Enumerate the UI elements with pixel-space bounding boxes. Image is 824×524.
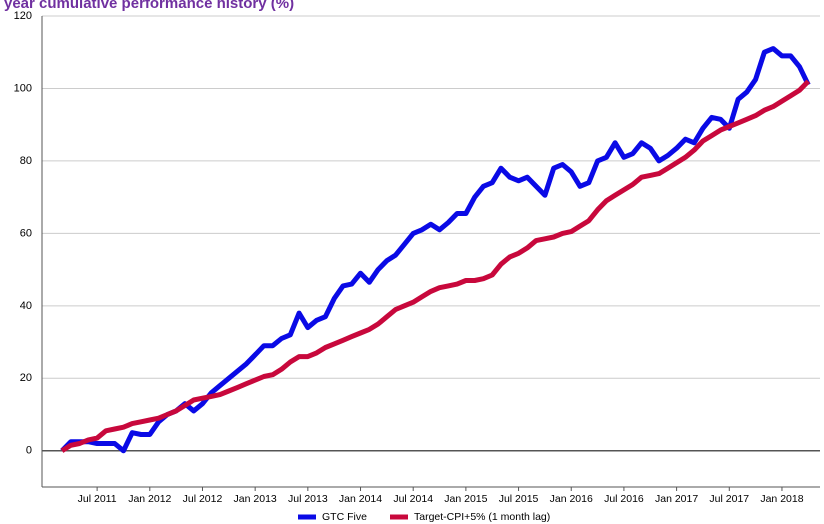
x-tick-label: Jul 2013 (288, 493, 328, 505)
x-tick-label: Jan 2016 (550, 493, 593, 505)
chart-title: year cumulative performance history (%) (4, 0, 294, 12)
y-tick-label: 80 (20, 155, 32, 167)
x-tick-label: Jan 2012 (128, 493, 171, 505)
y-tick-label: 100 (14, 82, 32, 94)
x-tick-label: Jan 2015 (444, 493, 487, 505)
x-tick-label: Jul 2012 (183, 493, 223, 505)
legend-label: GTC Five (322, 511, 367, 523)
y-tick-label: 60 (20, 227, 32, 239)
y-tick-label: 120 (14, 10, 32, 22)
x-tick-label: Jan 2013 (234, 493, 277, 505)
x-tick-label: Jan 2018 (760, 493, 803, 505)
x-tick-label: Jan 2017 (655, 493, 698, 505)
y-tick-label: 0 (26, 445, 32, 457)
series-line (60, 46, 811, 454)
legend-label: Target-CPI+5% (1 month lag) (414, 511, 550, 523)
x-tick-label: Jul 2015 (499, 493, 539, 505)
x-tick-label: Jul 2014 (393, 493, 433, 505)
x-tick-label: Jul 2016 (604, 493, 644, 505)
y-tick-label: 40 (20, 300, 32, 312)
series-line (60, 79, 811, 453)
x-tick-label: Jul 2017 (709, 493, 749, 505)
x-tick-label: Jul 2011 (78, 493, 117, 505)
x-tick-label: Jan 2014 (339, 493, 382, 505)
y-tick-label: 20 (20, 372, 32, 384)
